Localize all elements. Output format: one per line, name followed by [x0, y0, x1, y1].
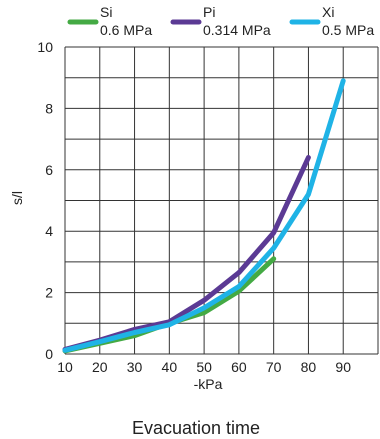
x-tick-label: 10 — [57, 359, 73, 375]
x-tick-label: 70 — [266, 359, 282, 375]
y-axis-label: s/l — [9, 191, 25, 205]
x-tick-label: 80 — [301, 359, 317, 375]
y-tick-label: 0 — [45, 346, 53, 362]
legend-series-pressure: 0.314 MPa — [203, 22, 271, 38]
y-tick-label: 2 — [45, 285, 53, 301]
y-tick-label: 6 — [45, 162, 53, 178]
y-tick-label: 4 — [45, 223, 53, 239]
y-tick-label: 8 — [45, 100, 53, 116]
y-tick-label: 10 — [37, 39, 53, 55]
x-axis-label: -kPa — [194, 376, 223, 392]
legend-series-pressure: 0.5 MPa — [322, 22, 374, 38]
legend-item-xi: Xi 0.5 MPa — [289, 4, 374, 38]
x-tick-label: 30 — [127, 359, 143, 375]
legend-item-si: Si 0.6 MPa — [67, 4, 152, 38]
legend-series-name: Si — [100, 4, 112, 20]
legend-series-name: Pi — [203, 4, 215, 20]
x-tick-label: 90 — [335, 359, 351, 375]
x-tick-label: 40 — [162, 359, 178, 375]
grid — [64, 46, 379, 355]
legend: Si 0.6 MPa Pi 0.314 MPa Xi 0.5 MPa — [67, 4, 374, 38]
series-lines — [62, 78, 346, 354]
x-tick-label: 50 — [196, 359, 212, 375]
legend-series-pressure: 0.6 MPa — [100, 22, 152, 38]
chart-caption: Evacuation time — [132, 418, 260, 438]
legend-item-pi: Pi 0.314 MPa — [170, 4, 271, 38]
x-tick-label: 60 — [231, 359, 247, 375]
tick-labels: 10 20 30 40 50 60 70 80 90 0 2 4 6 8 10 — [37, 39, 351, 375]
series-line-xi — [62, 78, 346, 353]
legend-series-name: Xi — [322, 4, 334, 20]
x-tick-label: 20 — [92, 359, 108, 375]
